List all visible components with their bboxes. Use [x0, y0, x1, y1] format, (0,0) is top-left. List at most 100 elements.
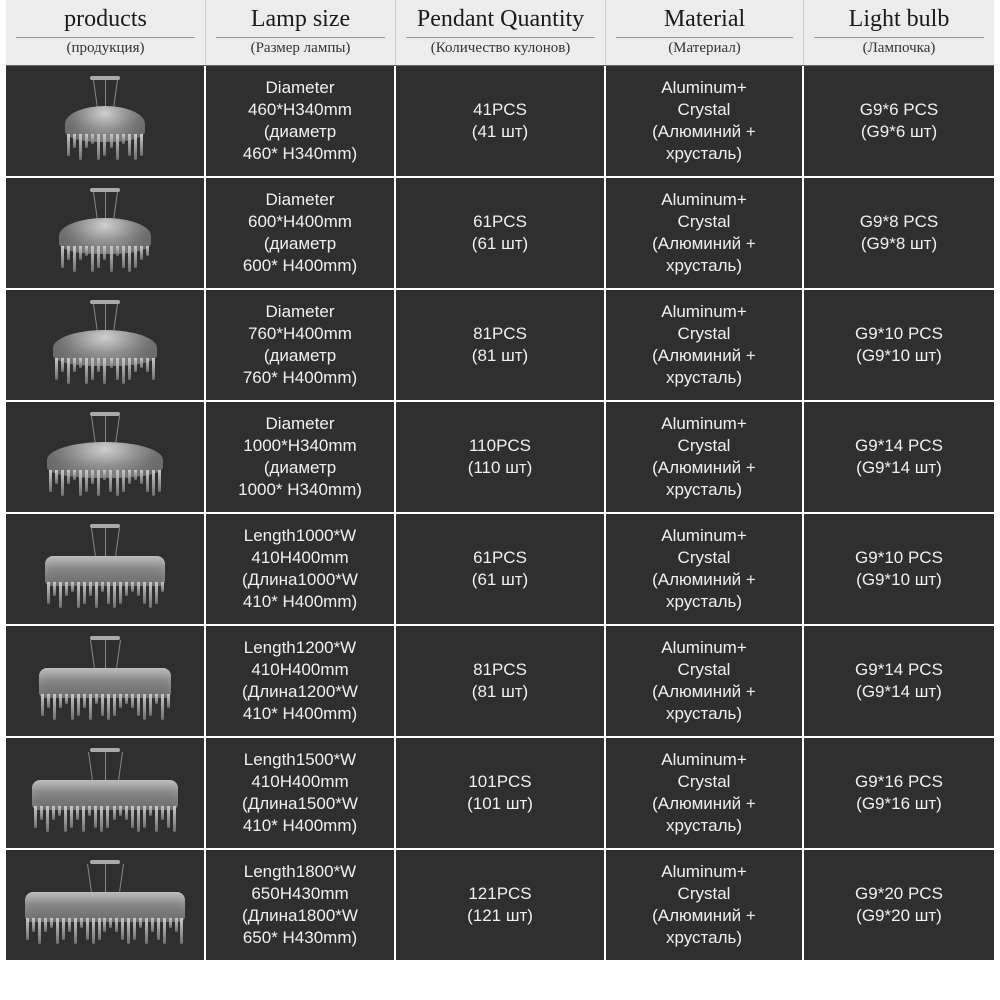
lamp-size-cell-line: 650H430mm: [251, 883, 348, 905]
header-divider: [814, 37, 984, 38]
material-cell: Aluminum+Crystal(Алюминий +хрусталь): [606, 626, 804, 738]
pendant-quantity-cell-line: 121PCS: [468, 883, 531, 905]
product-image-cell: [6, 178, 206, 290]
table-row: Length1000*W410H400mm(Длина1000*W410* H4…: [6, 514, 994, 626]
table-row: Length1500*W410H400mm(Длина1500*W410* H4…: [6, 738, 994, 850]
pendant-quantity-cell: 61PCS(61 шт): [396, 178, 606, 290]
lamp-size-cell-line: Length1500*W: [244, 749, 356, 771]
table-row: Diameter760*H400mm(диаметр760* H400mm)81…: [6, 290, 994, 402]
chandelier-icon: [10, 70, 200, 172]
product-image-cell: [6, 738, 206, 850]
material-cell-line: Crystal: [678, 771, 731, 793]
material-cell-line: хрусталь): [666, 367, 742, 389]
lamp-size-cell-line: (диаметр: [264, 345, 336, 367]
material-cell-line: Aluminum+: [661, 749, 747, 771]
header-divider: [406, 37, 595, 38]
material-cell-line: Aluminum+: [661, 637, 747, 659]
light-bulb-cell: G9*10 PCS(G9*10 шт): [804, 514, 994, 626]
light-bulb-cell-line: (G9*8 шт): [861, 233, 937, 255]
lamp-size-cell: Diameter760*H400mm(диаметр760* H400mm): [206, 290, 396, 402]
pendant-quantity-cell-line: (121 шт): [467, 905, 533, 927]
chandelier-icon: [10, 854, 200, 956]
light-bulb-cell-line: G9*10 PCS: [855, 323, 943, 345]
lamp-size-cell-line: 600* H400mm): [243, 255, 357, 277]
light-bulb-cell-line: (G9*14 шт): [856, 681, 942, 703]
table-row: Length1800*W650H430mm(Длина1800*W650* H4…: [6, 850, 994, 962]
material-cell-line: хрусталь): [666, 591, 742, 613]
material-cell-line: Crystal: [678, 99, 731, 121]
pendant-quantity-cell-line: 101PCS: [468, 771, 531, 793]
lamp-size-cell-line: (Длина1500*W: [242, 793, 358, 815]
light-bulb-cell: G9*20 PCS(G9*20 шт): [804, 850, 994, 962]
lamp-size-cell-line: 410* H400mm): [243, 815, 357, 837]
lamp-size-cell-line: (Длина1000*W: [242, 569, 358, 591]
material-cell-line: Crystal: [678, 883, 731, 905]
material-cell-line: Crystal: [678, 211, 731, 233]
product-image-cell: [6, 850, 206, 962]
lamp-size-cell-line: Diameter: [266, 413, 335, 435]
material-cell: Aluminum+Crystal(Алюминий +хрусталь): [606, 178, 804, 290]
light-bulb-cell-line: (G9*10 шт): [856, 569, 942, 591]
pendant-quantity-cell-line: (81 шт): [472, 345, 528, 367]
pendant-quantity-cell-line: (110 шт): [468, 457, 533, 479]
lamp-size-cell-line: Length1800*W: [244, 861, 356, 883]
product-image-cell: [6, 66, 206, 178]
material-cell: Aluminum+Crystal(Алюминий +хрусталь): [606, 290, 804, 402]
material-cell-line: хрусталь): [666, 143, 742, 165]
pendant-quantity-cell: 121PCS(121 шт): [396, 850, 606, 962]
header-ru: (Материал): [608, 40, 801, 57]
material-cell-line: (Алюминий +: [652, 569, 756, 591]
product-image-cell: [6, 626, 206, 738]
pendant-quantity-cell: 41PCS(41 шт): [396, 66, 606, 178]
pendant-quantity-cell-line: 61PCS: [473, 547, 527, 569]
light-bulb-cell: G9*6 PCS(G9*6 шт): [804, 66, 994, 178]
product-image-cell: [6, 514, 206, 626]
lamp-size-cell-line: Diameter: [266, 77, 335, 99]
chandelier-icon: [10, 742, 200, 844]
pendant-quantity-cell-line: 41PCS: [473, 99, 527, 121]
light-bulb-cell-line: G9*6 PCS: [860, 99, 938, 121]
lamp-size-cell-line: (Длина1800*W: [242, 905, 358, 927]
material-cell-line: Aluminum+: [661, 189, 747, 211]
lamp-size-cell-line: 410* H400mm): [243, 591, 357, 613]
light-bulb-cell: G9*10 PCS(G9*10 шт): [804, 290, 994, 402]
header-divider: [16, 37, 195, 38]
chandelier-icon: [10, 182, 200, 284]
lamp-size-cell: Diameter600*H400mm(диаметр600* H400mm): [206, 178, 396, 290]
lamp-size-cell-line: (Длина1200*W: [242, 681, 358, 703]
header-divider: [216, 37, 385, 38]
lamp-size-cell-line: 1000*H340mm: [243, 435, 356, 457]
lamp-size-cell-line: 460*H340mm: [248, 99, 352, 121]
pendant-quantity-cell-line: (41 шт): [472, 121, 528, 143]
lamp-size-cell-line: 410H400mm: [251, 771, 348, 793]
lamp-size-cell-line: 460* H340mm): [243, 143, 357, 165]
light-bulb-cell-line: (G9*20 шт): [856, 905, 942, 927]
header-lamp-size: Lamp size (Размер лампы): [206, 0, 396, 65]
header-products: products (продукция): [6, 0, 206, 65]
lamp-size-cell: Length1800*W650H430mm(Длина1800*W650* H4…: [206, 850, 396, 962]
material-cell-line: Aluminum+: [661, 413, 747, 435]
pendant-quantity-cell-line: (61 шт): [472, 569, 528, 591]
material-cell-line: Crystal: [678, 323, 731, 345]
lamp-size-cell: Length1500*W410H400mm(Длина1500*W410* H4…: [206, 738, 396, 850]
material-cell-line: Aluminum+: [661, 861, 747, 883]
material-cell-line: (Алюминий +: [652, 121, 756, 143]
light-bulb-cell-line: (G9*14 шт): [856, 457, 942, 479]
lamp-size-cell-line: 650* H430mm): [243, 927, 357, 949]
product-image-cell: [6, 402, 206, 514]
light-bulb-cell-line: G9*10 PCS: [855, 547, 943, 569]
lamp-size-cell-line: 410H400mm: [251, 659, 348, 681]
light-bulb-cell: G9*16 PCS(G9*16 шт): [804, 738, 994, 850]
header-en: products: [8, 6, 203, 33]
header-en: Material: [608, 6, 801, 33]
material-cell-line: хрусталь): [666, 703, 742, 725]
lamp-size-cell-line: Length1200*W: [244, 637, 356, 659]
lamp-size-cell-line: 600*H400mm: [248, 211, 352, 233]
table-row: Diameter1000*H340mm(диаметр1000* H340mm)…: [6, 402, 994, 514]
pendant-quantity-cell: 110PCS(110 шт): [396, 402, 606, 514]
material-cell-line: хрусталь): [666, 927, 742, 949]
table-row: Diameter460*H340mm(диаметр460* H340mm)41…: [6, 66, 994, 178]
header-ru: (продукция): [8, 40, 203, 57]
material-cell-line: (Алюминий +: [652, 345, 756, 367]
material-cell: Aluminum+Crystal(Алюминий +хрусталь): [606, 514, 804, 626]
